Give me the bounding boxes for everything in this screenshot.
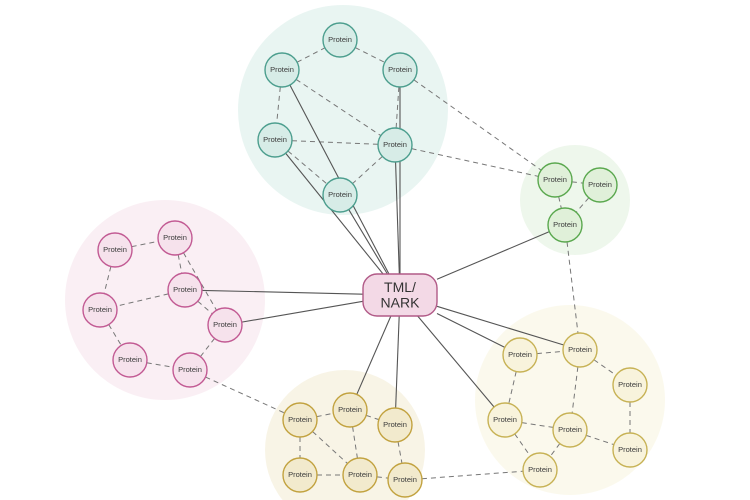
protein-node-circle — [208, 308, 242, 342]
protein-network-diagram: ProteinProteinProteinProteinProteinProte… — [0, 0, 750, 500]
protein-node: Protein — [613, 368, 647, 402]
protein-node-circle — [613, 368, 647, 402]
protein-node: Protein — [583, 168, 617, 202]
protein-node: Protein — [488, 403, 522, 437]
protein-node: Protein — [173, 353, 207, 387]
protein-node: Protein — [265, 53, 299, 87]
hub-layer: TML/NARK — [363, 274, 437, 316]
protein-node-circle — [323, 178, 357, 212]
protein-node-circle — [583, 168, 617, 202]
protein-node-circle — [98, 233, 132, 267]
protein-node-circle — [383, 53, 417, 87]
protein-node: Protein — [83, 293, 117, 327]
protein-node: Protein — [158, 221, 192, 255]
edge-dashed — [422, 471, 523, 478]
protein-node-circle — [613, 433, 647, 467]
protein-node-circle — [563, 333, 597, 367]
protein-node-circle — [378, 408, 412, 442]
protein-node: Protein — [283, 403, 317, 437]
protein-node-circle — [83, 293, 117, 327]
protein-node: Protein — [548, 208, 582, 242]
protein-node-circle — [333, 393, 367, 427]
protein-node: Protein — [168, 273, 202, 307]
edge-solid — [418, 316, 494, 407]
protein-node-circle — [283, 403, 317, 437]
protein-node-circle — [388, 463, 422, 497]
protein-node-circle — [488, 403, 522, 437]
edge-solid — [437, 314, 505, 348]
protein-node: Protein — [563, 333, 597, 367]
protein-node-circle — [168, 273, 202, 307]
protein-node-circle — [378, 128, 412, 162]
protein-node-circle — [173, 353, 207, 387]
protein-node-circle — [283, 458, 317, 492]
protein-node-circle — [538, 163, 572, 197]
protein-node: Protein — [613, 433, 647, 467]
protein-node-circle — [113, 343, 147, 377]
protein-node: Protein — [523, 453, 557, 487]
protein-node: Protein — [388, 463, 422, 497]
protein-node-circle — [503, 338, 537, 372]
hub-label-line2: NARK — [381, 294, 421, 310]
protein-node: Protein — [383, 53, 417, 87]
protein-node-circle — [523, 453, 557, 487]
protein-node: Protein — [333, 393, 367, 427]
protein-node: Protein — [553, 413, 587, 447]
protein-node: Protein — [283, 458, 317, 492]
edge-dashed — [205, 377, 284, 413]
protein-node: Protein — [208, 308, 242, 342]
protein-node: Protein — [98, 233, 132, 267]
protein-node-circle — [158, 221, 192, 255]
protein-node-circle — [548, 208, 582, 242]
protein-node: Protein — [378, 128, 412, 162]
hub-label-line1: TML/ — [384, 279, 416, 295]
edge-solid — [349, 210, 388, 274]
edge-solid — [437, 232, 549, 280]
protein-node: Protein — [343, 458, 377, 492]
protein-node-circle — [343, 458, 377, 492]
protein-node: Protein — [538, 163, 572, 197]
protein-node: Protein — [113, 343, 147, 377]
protein-node: Protein — [503, 338, 537, 372]
hub-label: TML/NARK — [381, 279, 421, 310]
protein-node: Protein — [378, 408, 412, 442]
protein-node-circle — [323, 23, 357, 57]
protein-node-circle — [258, 123, 292, 157]
protein-node-circle — [553, 413, 587, 447]
protein-node: Protein — [323, 23, 357, 57]
protein-node: Protein — [323, 178, 357, 212]
protein-node: Protein — [258, 123, 292, 157]
protein-node-circle — [265, 53, 299, 87]
